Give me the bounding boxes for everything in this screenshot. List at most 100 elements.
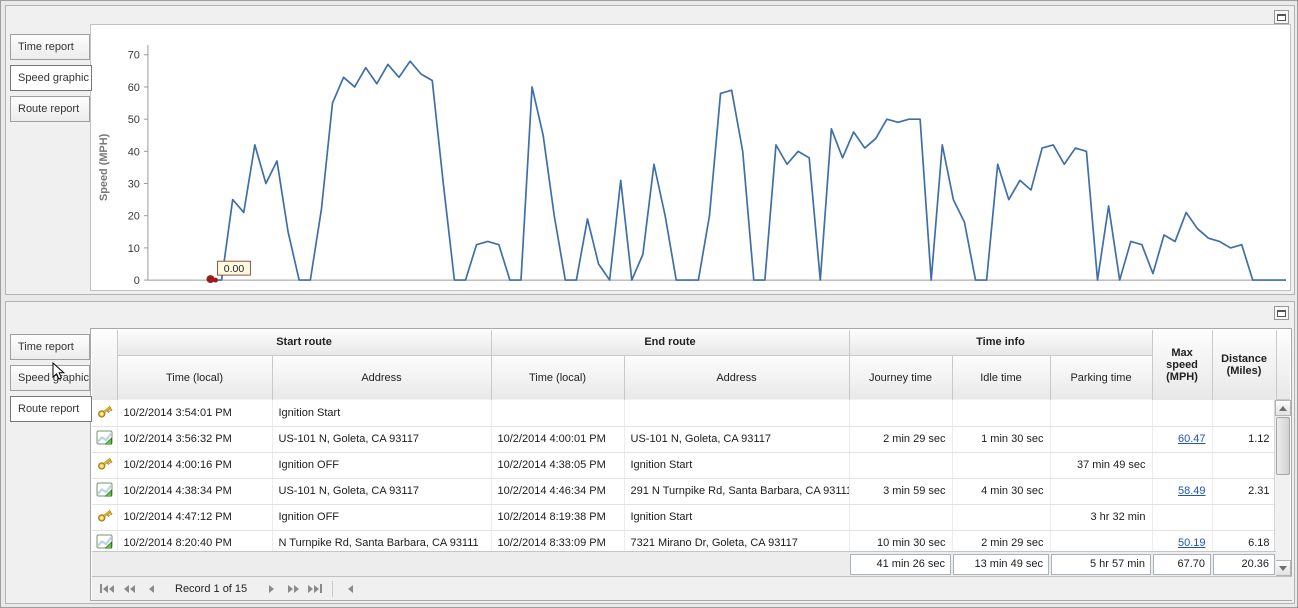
cell-end-address: Ignition Start [624,504,850,531]
speed-chart-svg: 0 10 20 30 40 50 60 70 Speed (MPH) 0.00 [98,44,1287,287]
cell-journey-time: 2 min 29 sec [849,426,953,453]
cell-distance: 2.31 [1212,478,1276,505]
column-header-end-address[interactable]: Address [624,355,850,401]
svg-text:Speed (MPH): Speed (MPH) [98,133,110,201]
tab-time-report[interactable]: Time report [10,34,90,60]
cell-end-time: 10/2/2014 4:46:34 PM [491,478,625,505]
ignition-event-cell [92,400,118,427]
top-tabstrip: Time report Speed graphic Route report [10,34,94,127]
route-report-panel: Time report Speed graphic Route report Sta… [5,301,1295,604]
first-record-button[interactable] [97,580,117,597]
cell-start-time: 10/2/2014 3:54:01 PM [117,400,273,427]
collapse-top-panel-button[interactable] [1274,10,1289,24]
header-filler [1274,330,1290,400]
cell-idle-time: 2 min 29 sec [952,530,1051,551]
scroll-down-button[interactable] [1275,560,1291,576]
hscroll-left-button[interactable] [340,580,360,597]
max-speed-link[interactable]: 58.49 [1177,485,1206,497]
cell-journey-time [849,452,953,479]
cell-end-address: 7321 Mirano Dr, Goleta, CA 93117 [624,530,850,551]
cell-max-speed [1152,400,1213,427]
svg-text:10: 10 [128,243,140,255]
cell-max-speed [1152,452,1213,479]
tab-speed-graphic[interactable]: Speed graphic [10,365,90,391]
cell-idle-time [952,400,1051,427]
column-header-end-time[interactable]: Time (local) [491,355,625,401]
collapse-icon [1277,309,1286,317]
cell-parking-time [1050,530,1153,551]
table-row[interactable]: 10/2/2014 8:20:40 PM N Turnpike Rd, Santa… [92,530,1276,551]
tab-route-report[interactable]: Route report [10,396,92,422]
summary-max-speed: 67.70 [1153,553,1211,575]
cell-end-address: 291 N Turnpike Rd, Santa Barbara, CA 931… [624,478,850,505]
scrollbar-thumb[interactable] [1276,417,1290,475]
cell-start-time: 10/2/2014 4:38:34 PM [117,478,273,505]
column-group-time-info[interactable]: Time info [849,330,1153,356]
cell-end-address [624,400,850,427]
svg-text:30: 30 [128,179,140,191]
last-record-button[interactable] [305,580,325,597]
summary-parking-time: 5 hr 57 min [1051,553,1151,575]
cell-idle-time [952,452,1051,479]
table-row[interactable]: 10/2/2014 4:00:16 PM Ignition OFF 10/2/201… [92,452,1276,479]
vertical-scrollbar[interactable] [1274,400,1291,576]
cell-max-speed: 60.47 [1152,426,1213,453]
next-record-button[interactable] [261,580,281,597]
cell-start-time: 10/2/2014 8:20:40 PM [117,530,273,551]
svg-text:20: 20 [128,211,140,223]
cell-start-address: Ignition OFF [272,504,492,531]
max-speed-link[interactable]: 50.19 [1177,537,1206,549]
column-header-start-time[interactable]: Time (local) [117,355,273,401]
cell-distance: 6.18 [1212,530,1276,551]
record-navigator: Record 1 of 15 [92,576,1292,600]
route-event-cell [92,530,118,551]
tab-speed-graphic[interactable]: Speed graphic [10,65,92,91]
speed-chart-area[interactable]: 0 10 20 30 40 50 60 70 Speed (MPH) 0.00 [90,24,1291,291]
key-icon [97,509,113,522]
collapse-bottom-panel-button[interactable] [1274,306,1289,320]
cell-max-speed [1152,504,1213,531]
cell-distance [1212,400,1276,427]
table-row[interactable]: 10/2/2014 3:54:01 PM Ignition Start [92,400,1276,427]
column-header-start-address[interactable]: Address [272,355,492,401]
max-speed-link[interactable]: 60.47 [1177,433,1206,445]
route-event-cell [92,478,118,505]
summary-idle-time: 13 min 49 sec [953,553,1049,575]
tab-route-report[interactable]: Route report [10,96,90,122]
column-header-max-speed[interactable]: Max speed (MPH) [1152,330,1213,401]
column-header-idle-time[interactable]: Idle time [952,355,1051,401]
route-icon [96,482,113,497]
ignition-event-cell [92,504,118,531]
column-group-end-route[interactable]: End route [491,330,850,356]
cell-start-address: Ignition OFF [272,452,492,479]
table-row[interactable]: 10/2/2014 3:56:32 PM US-101 N, Goleta, CA… [92,426,1276,453]
cell-start-time: 10/2/2014 4:47:12 PM [117,504,273,531]
cell-parking-time: 3 hr 32 min [1050,504,1153,531]
route-icon [96,534,113,549]
bottom-tabstrip: Time report Speed graphic Route report [10,334,94,427]
tab-time-report[interactable]: Time report [10,334,90,360]
column-header-parking-time[interactable]: Parking time [1050,355,1153,401]
navigator-separator [332,580,334,597]
cell-start-address: Ignition Start [272,400,492,427]
table-row[interactable]: 10/2/2014 4:38:34 PM US-101 N, Goleta, CA… [92,478,1276,505]
svg-text:0.00: 0.00 [224,264,245,275]
table-row[interactable]: 10/2/2014 4:47:12 PM Ignition OFF 10/2/201… [92,504,1276,531]
svg-text:40: 40 [128,146,140,158]
prev-page-button[interactable] [119,580,139,597]
scroll-up-button[interactable] [1275,400,1291,416]
prev-record-button[interactable] [141,580,161,597]
column-header-journey-time[interactable]: Journey time [849,355,953,401]
icon-column-header [92,330,118,401]
column-header-distance[interactable]: Distance (Miles) [1212,330,1277,401]
cell-end-address: Ignition Start [624,452,850,479]
cell-parking-time [1050,426,1153,453]
cell-end-time: 10/2/2014 4:00:01 PM [491,426,625,453]
summary-journey-time: 41 min 26 sec [850,553,951,575]
cell-idle-time: 1 min 30 sec [952,426,1051,453]
cell-journey-time [849,504,953,531]
column-group-start-route[interactable]: Start route [117,330,492,356]
cell-start-address: N Turnpike Rd, Santa Barbara, CA 93111 [272,530,492,551]
next-page-button[interactable] [283,580,303,597]
svg-text:60: 60 [128,82,140,94]
